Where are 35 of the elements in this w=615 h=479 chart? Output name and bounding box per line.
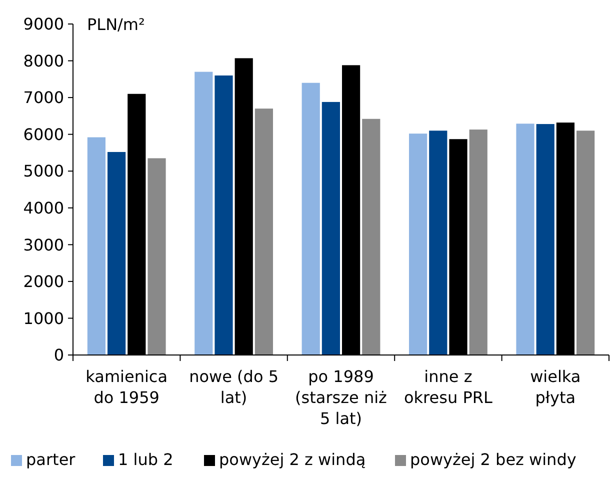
- x-tick-label: kamienica do 1959: [86, 367, 168, 407]
- y-tick-label: 9000: [23, 14, 64, 34]
- bar: [362, 118, 380, 355]
- legend-label: parter: [26, 450, 76, 469]
- bar: [108, 152, 126, 355]
- bar: [254, 108, 273, 355]
- bar: [409, 134, 428, 355]
- legend-label: 1 lub 2: [118, 450, 174, 469]
- y-tick-label: 7000: [23, 88, 64, 108]
- bar: [87, 137, 106, 355]
- y-tick-label: 2000: [23, 272, 64, 292]
- bar: [536, 124, 554, 355]
- bar: [429, 130, 448, 355]
- legend-label: powyżej 2 bez windy: [410, 450, 576, 469]
- y-tick-label: 1000: [23, 308, 64, 328]
- bar: [214, 75, 233, 355]
- y-tick-label: 8000: [23, 51, 64, 70]
- bar: [576, 130, 595, 355]
- bar: [302, 82, 320, 355]
- legend-label: powyżej 2 z windą: [219, 450, 366, 469]
- y-tick-label: 6000: [23, 124, 64, 144]
- x-tick-label: nowe (do 5 lat): [189, 367, 279, 407]
- y-axis-title: PLN/m²: [87, 15, 145, 34]
- x-tick-label: po 1989 (starsze niż 5 lat): [295, 367, 387, 428]
- bar: [516, 124, 534, 355]
- bar: [148, 158, 166, 355]
- bar: [194, 72, 213, 355]
- bar: [469, 130, 488, 355]
- x-tick-label: inne z okresu PRL: [404, 367, 492, 407]
- bar: [322, 102, 340, 355]
- y-tick-label: 3000: [23, 235, 64, 254]
- y-tick-label: 4000: [23, 198, 64, 218]
- x-tick-label: wielka płyta: [530, 367, 581, 407]
- y-tick-label: 5000: [23, 162, 64, 181]
- y-tick-label: 0: [54, 346, 64, 365]
